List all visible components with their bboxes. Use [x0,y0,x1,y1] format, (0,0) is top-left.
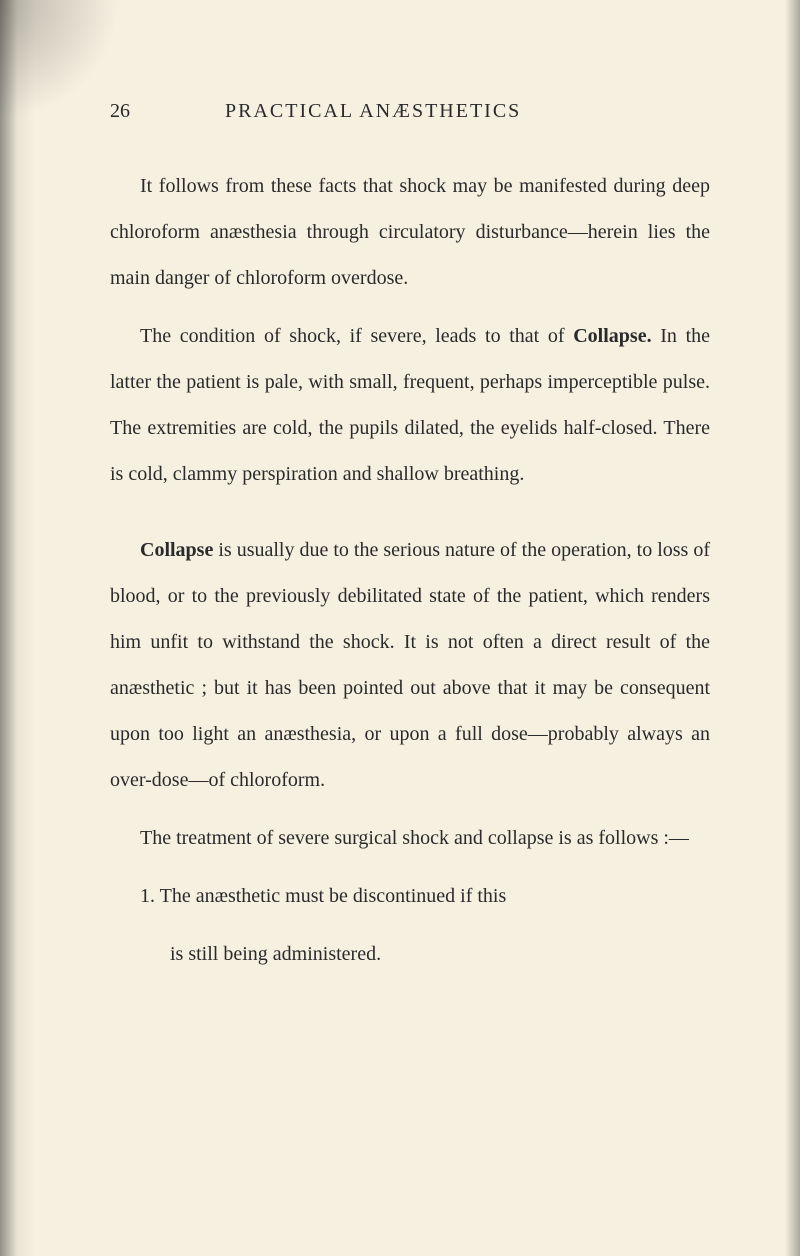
paragraph-1: It follows from these facts that shock m… [110,163,710,301]
page-corner-shadow [0,0,120,120]
p2-bold-collapse: Collapse. [573,325,651,347]
paragraph-3: Collapse is usually due to the serious n… [110,527,710,803]
p3-bold-collapse: Collapse [140,539,213,561]
page-shadow-right [785,0,800,1256]
body-text: It follows from these facts that shock m… [110,163,710,977]
list-item-1: 1. The anæsthetic must be discontinued i… [110,873,710,919]
p2-before: The condition of shock, if severe, leads… [140,325,573,347]
list-item-1-continuation: is still being administered. [110,931,710,977]
paragraph-2: The condition of shock, if severe, leads… [110,313,710,497]
page-header: 26 PRACTICAL ANÆSTHETICS [110,100,710,123]
p3-after: is usually due to the serious nature of … [110,539,710,791]
paragraph-4: The treatment of severe surgical shock a… [110,815,710,861]
page-title: PRACTICAL ANÆSTHETICS [225,100,521,123]
page-shadow-left [0,0,35,1256]
document-page: 26 PRACTICAL ANÆSTHETICS It follows from… [0,0,800,1049]
p2-after: In the latter the patient is pale, with … [110,325,710,485]
